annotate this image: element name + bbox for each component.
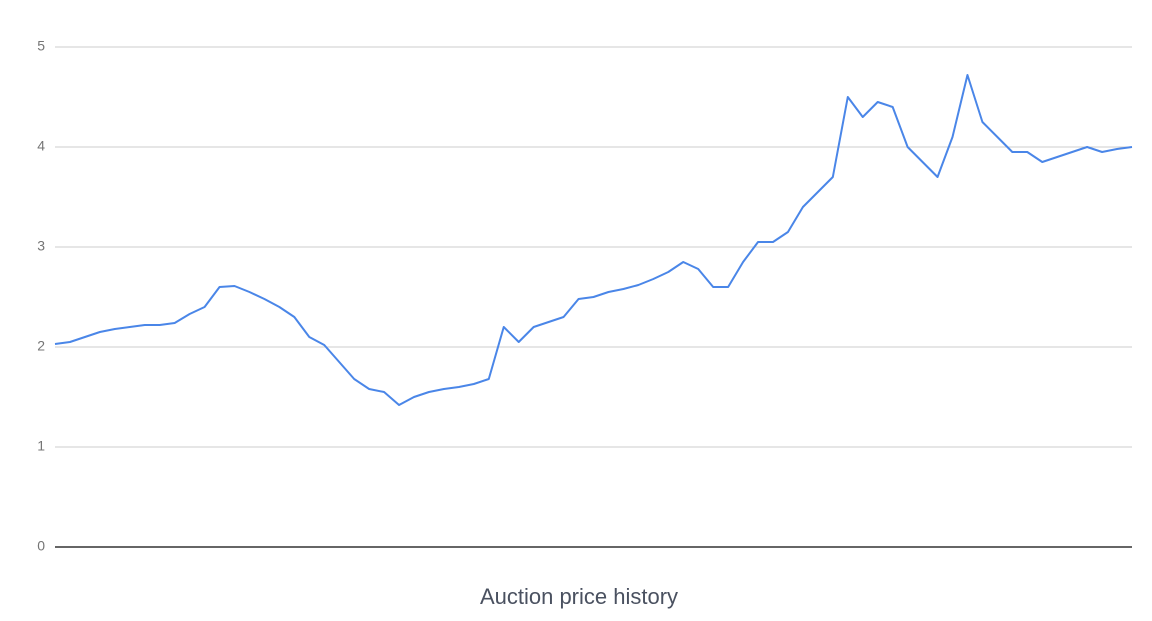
chart-title: Auction price history [480,584,678,609]
y-tick-label: 1 [37,438,45,454]
y-tick-label: 0 [37,538,45,554]
y-tick-label: 5 [37,38,45,54]
y-tick-label: 4 [37,138,45,154]
price-line [54,74,1133,406]
y-tick-label: 3 [37,238,45,254]
y-tick-label: 2 [37,338,45,354]
